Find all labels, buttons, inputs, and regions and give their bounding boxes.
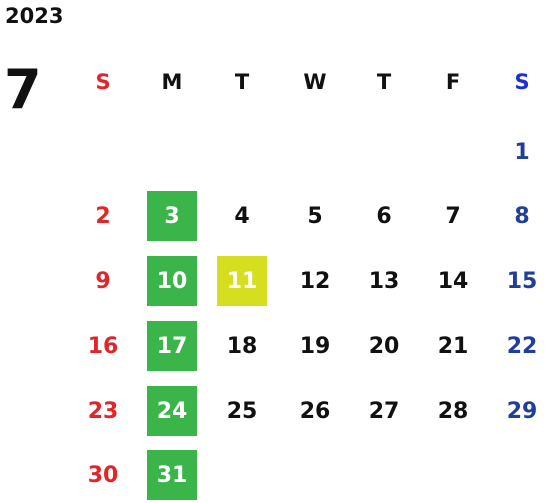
day: 9 <box>95 268 111 294</box>
day: 13 <box>368 268 400 294</box>
weekday-header: W <box>303 70 327 94</box>
day: 18 <box>226 333 258 359</box>
day: 19 <box>299 333 331 359</box>
day: 15 <box>506 268 538 294</box>
day: 28 <box>437 398 469 424</box>
highlighted-day: 3 <box>147 191 197 241</box>
day: 20 <box>368 333 400 359</box>
day: 22 <box>506 333 538 359</box>
day: 29 <box>506 398 538 424</box>
day: 23 <box>87 398 119 424</box>
day: 6 <box>376 203 392 229</box>
day: 27 <box>368 398 400 424</box>
weekday-header: S <box>95 70 111 94</box>
weekday-header: T <box>234 70 250 94</box>
day: 14 <box>437 268 469 294</box>
day: 30 <box>87 462 119 488</box>
day: 16 <box>87 333 119 359</box>
day: 25 <box>226 398 258 424</box>
weekday-header: S <box>514 70 530 94</box>
highlighted-day: 24 <box>147 386 197 436</box>
highlighted-day: 10 <box>147 256 197 306</box>
weekday-header: F <box>445 70 461 94</box>
highlighted-day: 31 <box>147 450 197 500</box>
day: 7 <box>445 203 461 229</box>
day: 1 <box>514 139 530 165</box>
month: 7 <box>4 58 42 121</box>
day: 21 <box>437 333 469 359</box>
weekday-header: M <box>161 70 183 94</box>
day: 2 <box>95 203 111 229</box>
day: 12 <box>299 268 331 294</box>
year: 2023 <box>5 4 64 28</box>
day: 5 <box>307 203 323 229</box>
highlighted-day: 17 <box>147 321 197 371</box>
weekday-header: T <box>376 70 392 94</box>
day: 8 <box>514 203 530 229</box>
highlighted-day: 11 <box>217 256 267 306</box>
day: 4 <box>234 203 250 229</box>
day: 26 <box>299 398 331 424</box>
